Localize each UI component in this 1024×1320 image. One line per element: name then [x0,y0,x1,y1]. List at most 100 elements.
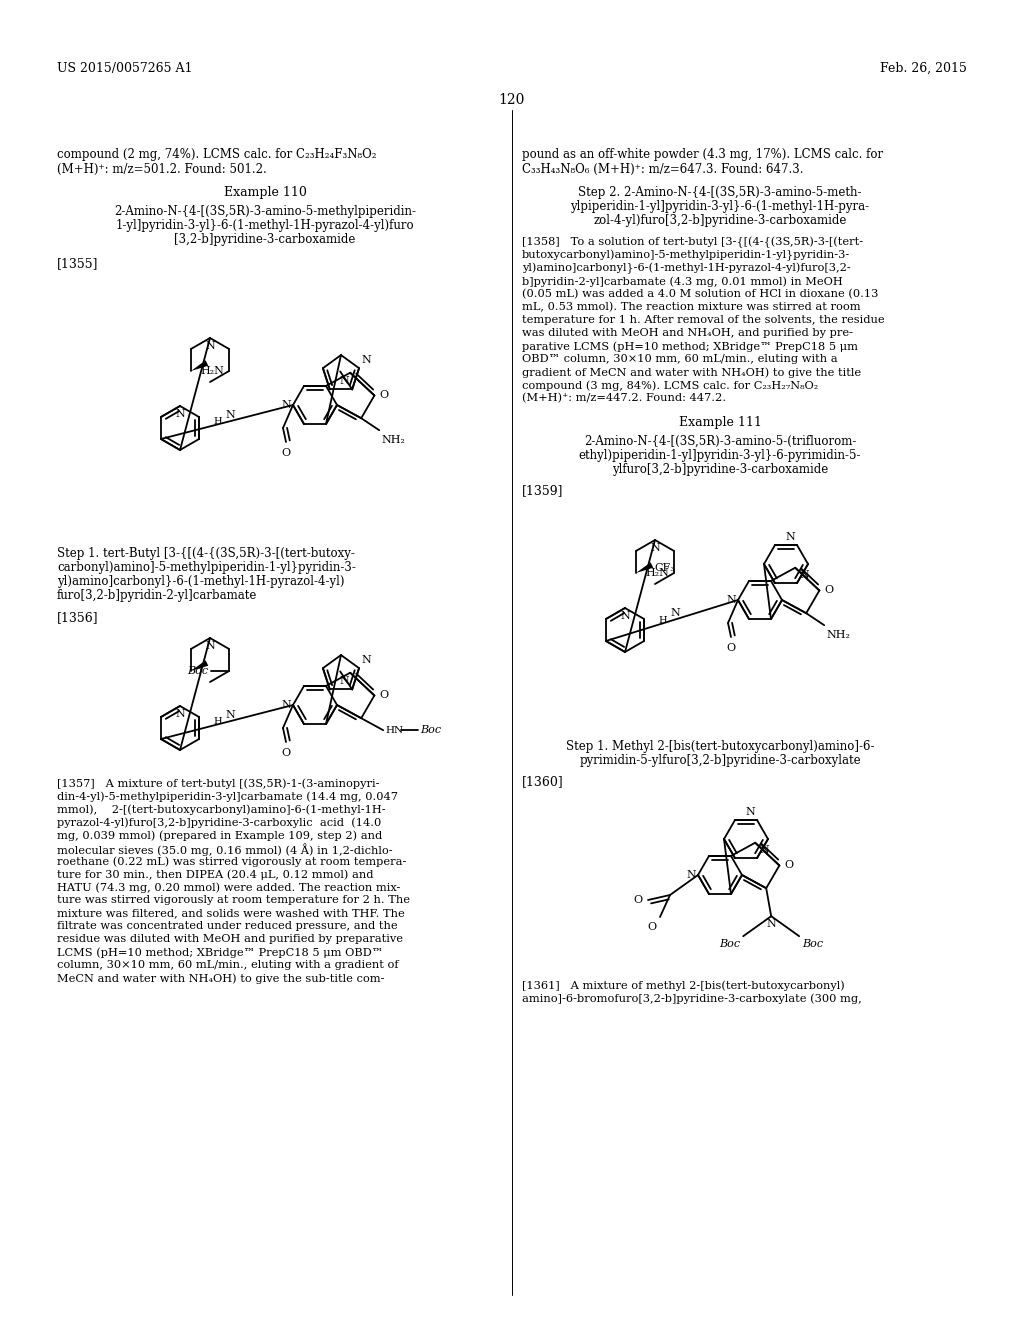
Text: [1357]   A mixture of tert-butyl [(3S,5R)-1-(3-aminopyri-: [1357] A mixture of tert-butyl [(3S,5R)-… [57,777,380,788]
Text: Boc: Boc [187,667,208,676]
Text: (0.05 mL) was added a 4.0 M solution of HCl in dioxane (0.13: (0.05 mL) was added a 4.0 M solution of … [522,289,879,300]
Text: (M+H)⁺: m/z=501.2. Found: 501.2.: (M+H)⁺: m/z=501.2. Found: 501.2. [57,162,266,176]
Text: residue was diluted with MeOH and purified by preparative: residue was diluted with MeOH and purifi… [57,935,403,944]
Text: N: N [650,543,659,553]
Text: N: N [766,919,776,929]
Text: b]pyridin-2-yl]carbamate (4.3 mg, 0.01 mmol) in MeOH: b]pyridin-2-yl]carbamate (4.3 mg, 0.01 m… [522,276,843,286]
Text: Example 111: Example 111 [679,416,762,429]
Text: was diluted with MeOH and NH₄OH, and purified by pre-: was diluted with MeOH and NH₄OH, and pur… [522,327,853,338]
Text: 120: 120 [499,92,525,107]
Text: furo[3,2-b]pyridin-2-yl]carbamate: furo[3,2-b]pyridin-2-yl]carbamate [57,589,257,602]
Text: MeCN and water with NH₄OH) to give the sub-title com-: MeCN and water with NH₄OH) to give the s… [57,973,384,983]
Text: yl)amino]carbonyl}-6-(1-methyl-1H-pyrazol-4-yl): yl)amino]carbonyl}-6-(1-methyl-1H-pyrazo… [57,576,344,587]
Polygon shape [636,562,653,573]
Text: HATU (74.3 mg, 0.20 mmol) were added. The reaction mix-: HATU (74.3 mg, 0.20 mmol) were added. Th… [57,882,400,892]
Text: Boc: Boc [420,725,441,735]
Text: carbonyl)amino]-5-methylpiperidin-1-yl}pyridin-3-: carbonyl)amino]-5-methylpiperidin-1-yl}p… [57,561,356,574]
Text: N: N [759,845,769,855]
Text: N: N [686,870,696,880]
Text: filtrate was concentrated under reduced pressure, and the: filtrate was concentrated under reduced … [57,921,397,931]
Text: temperature for 1 h. After removal of the solvents, the residue: temperature for 1 h. After removal of th… [522,315,885,325]
Text: H: H [213,417,222,426]
Text: ylfuro[3,2-b]pyridine-3-carboxamide: ylfuro[3,2-b]pyridine-3-carboxamide [612,463,828,477]
Text: [1356]: [1356] [57,611,98,624]
Text: roethane (0.22 mL) was stirred vigorously at room tempera-: roethane (0.22 mL) was stirred vigorousl… [57,855,407,866]
Text: ture was stirred vigorously at room temperature for 2 h. The: ture was stirred vigorously at room temp… [57,895,410,906]
Text: ylpiperidin-1-yl]pyridin-3-yl}-6-(1-methyl-1H-pyra-: ylpiperidin-1-yl]pyridin-3-yl}-6-(1-meth… [570,201,869,213]
Text: compound (2 mg, 74%). LCMS calc. for C₂₃H₂₄F₃N₈O₂: compound (2 mg, 74%). LCMS calc. for C₂₃… [57,148,377,161]
Text: mixture was filtered, and solids were washed with THF. The: mixture was filtered, and solids were wa… [57,908,404,917]
Text: N: N [225,710,234,719]
Text: ethyl)piperidin-1-yl]pyridin-3-yl}-6-pyrimidin-5-: ethyl)piperidin-1-yl]pyridin-3-yl}-6-pyr… [579,449,861,462]
Text: [1355]: [1355] [57,257,98,271]
Text: 2-Amino-N-{4-[(3S,5R)-3-amino-5-(trifluorom-: 2-Amino-N-{4-[(3S,5R)-3-amino-5-(trifluo… [584,436,856,447]
Text: O: O [784,861,794,870]
Text: NH₂: NH₂ [826,630,850,640]
Text: mmol),    2-[(tert-butoxycarbonyl)amino]-6-(1-methyl-1H-: mmol), 2-[(tert-butoxycarbonyl)amino]-6-… [57,804,386,814]
Polygon shape [190,360,208,371]
Text: amino]-6-bromofuro[3,2-b]pyridine-3-carboxylate (300 mg,: amino]-6-bromofuro[3,2-b]pyridine-3-carb… [522,993,862,1003]
Text: O: O [380,391,388,400]
Text: (M+H)⁺: m/z=447.2. Found: 447.2.: (M+H)⁺: m/z=447.2. Found: 447.2. [522,393,726,404]
Text: butoxycarbonyl)amino]-5-methylpiperidin-1-yl}pyridin-3-: butoxycarbonyl)amino]-5-methylpiperidin-… [522,249,850,261]
Text: N: N [339,676,349,686]
Text: Step 1. Methyl 2-[bis(tert-butoxycarbonyl)amino]-6-: Step 1. Methyl 2-[bis(tert-butoxycarbony… [565,741,874,752]
Text: Boc: Boc [719,940,740,949]
Text: gradient of MeCN and water with NH₄OH) to give the title: gradient of MeCN and water with NH₄OH) t… [522,367,861,378]
Text: H₂N: H₂N [645,568,669,578]
Text: N: N [361,655,371,665]
Text: C₃₃H₄₃N₈O₆ (M+H)⁺: m/z=647.3. Found: 647.3.: C₃₃H₄₃N₈O₆ (M+H)⁺: m/z=647.3. Found: 647… [522,162,804,176]
Text: O: O [824,586,834,595]
Text: [1359]: [1359] [522,484,563,498]
Text: N: N [621,611,630,620]
Text: column, 30×10 mm, 60 mL/min., eluting with a gradient of: column, 30×10 mm, 60 mL/min., eluting wi… [57,960,398,970]
Text: din-4-yl)-5-methylpiperidin-3-yl]carbamate (14.4 mg, 0.047: din-4-yl)-5-methylpiperidin-3-yl]carbama… [57,791,398,801]
Text: H₂N: H₂N [200,366,224,376]
Text: pound as an off-white powder (4.3 mg, 17%). LCMS calc. for: pound as an off-white powder (4.3 mg, 17… [522,148,883,161]
Text: N: N [785,532,795,543]
Text: yl)amino]carbonyl}-6-(1-methyl-1H-pyrazol-4-yl)furo[3,2-: yl)amino]carbonyl}-6-(1-methyl-1H-pyrazo… [522,263,851,275]
Text: molecular sieves (35.0 mg, 0.16 mmol) (4 Å) in 1,2-dichlo-: molecular sieves (35.0 mg, 0.16 mmol) (4… [57,843,392,855]
Text: [3,2-b]pyridine-3-carboxamide: [3,2-b]pyridine-3-carboxamide [174,234,355,246]
Text: N: N [339,376,349,387]
Text: N: N [726,595,736,605]
Text: US 2015/0057265 A1: US 2015/0057265 A1 [57,62,193,75]
Text: N: N [205,341,215,351]
Text: ture for 30 min., then DIPEA (20.4 μL, 0.12 mmol) and: ture for 30 min., then DIPEA (20.4 μL, 0… [57,869,374,879]
Text: N: N [745,807,755,817]
Text: mL, 0.53 mmol). The reaction mixture was stirred at room: mL, 0.53 mmol). The reaction mixture was… [522,302,860,313]
Text: Step 1. tert-Butyl [3-{[(4-{(3S,5R)-3-[(tert-butoxy-: Step 1. tert-Butyl [3-{[(4-{(3S,5R)-3-[(… [57,546,355,560]
Text: CF₃: CF₃ [654,564,675,573]
Text: N: N [282,700,291,710]
Polygon shape [190,660,208,671]
Text: Step 2. 2-Amino-N-{4-[(3S,5R)-3-amino-5-meth-: Step 2. 2-Amino-N-{4-[(3S,5R)-3-amino-5-… [579,186,862,199]
Text: 2-Amino-N-{4-[(3S,5R)-3-amino-5-methylpiperidin-: 2-Amino-N-{4-[(3S,5R)-3-amino-5-methylpi… [114,205,416,218]
Text: O: O [282,748,291,758]
Text: Feb. 26, 2015: Feb. 26, 2015 [880,62,967,75]
Text: pyrazol-4-yl)furo[3,2-b]pyridine-3-carboxylic  acid  (14.0: pyrazol-4-yl)furo[3,2-b]pyridine-3-carbo… [57,817,381,828]
Text: [1358]   To a solution of tert-butyl [3-{[(4-{(3S,5R)-3-[(tert-: [1358] To a solution of tert-butyl [3-{[… [522,238,863,248]
Text: 1-yl]pyridin-3-yl}-6-(1-methyl-1H-pyrazol-4-yl)furo: 1-yl]pyridin-3-yl}-6-(1-methyl-1H-pyrazo… [116,219,415,232]
Text: [1361]   A mixture of methyl 2-[bis(tert-butoxycarbonyl): [1361] A mixture of methyl 2-[bis(tert-b… [522,979,845,990]
Text: parative LCMS (pH=10 method; XBridge™ PrepC18 5 μm: parative LCMS (pH=10 method; XBridge™ Pr… [522,341,858,351]
Text: [1360]: [1360] [522,775,564,788]
Text: zol-4-yl)furo[3,2-b]pyridine-3-carboxamide: zol-4-yl)furo[3,2-b]pyridine-3-carboxami… [593,214,847,227]
Text: O: O [282,447,291,458]
Text: N: N [175,409,185,418]
Text: N: N [282,400,291,411]
Text: NH₂: NH₂ [381,436,406,445]
Text: O: O [634,895,643,906]
Text: HN: HN [385,726,403,735]
Text: O: O [648,921,657,932]
Text: N: N [670,609,680,619]
Text: mg, 0.039 mmol) (prepared in Example 109, step 2) and: mg, 0.039 mmol) (prepared in Example 109… [57,830,382,841]
Text: N: N [361,355,371,366]
Text: H: H [213,718,222,726]
Text: O: O [726,643,735,653]
Text: N: N [205,642,215,651]
Text: OBD™ column, 30×10 mm, 60 mL/min., eluting with a: OBD™ column, 30×10 mm, 60 mL/min., eluti… [522,354,838,364]
Text: compound (3 mg, 84%). LCMS calc. for C₂₃H₂₇N₈O₂: compound (3 mg, 84%). LCMS calc. for C₂₃… [522,380,818,391]
Text: Boc: Boc [802,940,823,949]
Text: O: O [380,690,388,701]
Text: pyrimidin-5-ylfuro[3,2-b]pyridine-3-carboxylate: pyrimidin-5-ylfuro[3,2-b]pyridine-3-carb… [580,754,861,767]
